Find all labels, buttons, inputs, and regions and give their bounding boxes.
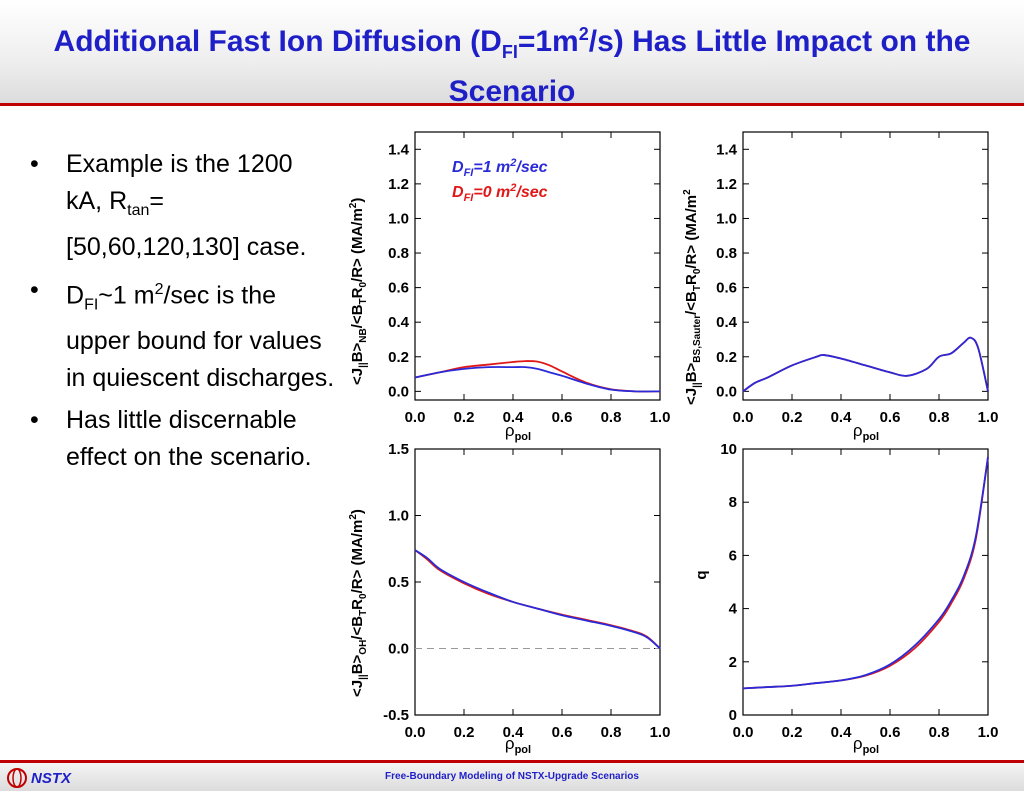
bs-x-tick-label: 0.4 xyxy=(831,409,853,426)
q-x-tick-label: 0.8 xyxy=(929,724,950,741)
bullet-item: • Has little discernable effect on the sc… xyxy=(30,402,335,475)
oh-y-tick-label: 1.5 xyxy=(388,441,409,458)
nb-x-tick-label: 0.8 xyxy=(601,409,622,426)
footer-text: Free-Boundary Modeling of NSTX-Upgrade S… xyxy=(385,771,639,782)
bs-x-tick-label: 0.2 xyxy=(782,409,803,426)
bullet-dot: • xyxy=(30,275,39,304)
q-x-axis-label: ρpol xyxy=(853,734,879,756)
bs-x-axis-label: ρpol xyxy=(853,421,879,443)
bs-y-tick-label: 0.4 xyxy=(716,314,738,331)
nb-y-tick-label: 0.0 xyxy=(388,383,409,400)
oh-x-axis-label: ρpol xyxy=(505,734,531,756)
oh-y-tick-label: 1.0 xyxy=(388,508,409,525)
title-bar xyxy=(0,0,1024,103)
q-y-axis-label: q xyxy=(693,570,710,579)
q-plot-area: 0.0 0.2 0.4 0.6 0.8 1.0 0 2 4 6 8 10 xyxy=(720,441,998,741)
q-y-tick-label: 10 xyxy=(720,441,737,458)
oh-series-line-dfi0 xyxy=(414,549,661,650)
nb-y-tick-label: 0.4 xyxy=(388,314,410,331)
bullet-list: • Example is the 1200 kA, Rtan=[50,60,120… xyxy=(30,146,335,481)
bs-frame xyxy=(742,131,989,401)
oh-y-tick-label: 0.0 xyxy=(388,641,409,658)
oh-y-tick-label: 0.5 xyxy=(388,574,409,591)
bs-y-tick-label: 0.6 xyxy=(716,280,737,297)
oh-x-tick-label: 0.0 xyxy=(405,724,426,741)
bs-x-tick-label: 0.6 xyxy=(880,409,901,426)
q-y-tick-label: 2 xyxy=(729,654,737,671)
nstx-logo-icon xyxy=(7,768,27,788)
q-series-line-dfi0 xyxy=(742,456,989,690)
bs-x-tick-label: 0.0 xyxy=(733,409,754,426)
nstx-logo: NSTX xyxy=(6,767,71,789)
nb-y-tick-label: 1.0 xyxy=(388,210,409,227)
nb-x-tick-label: 0.4 xyxy=(503,409,525,426)
nb-current-chart: 0.0 0.2 0.4 0.6 0.8 1.0 0.0 0.2 0.4 0.6 0.8 1.0 1.2 1… xyxy=(348,131,671,443)
bs-y-tick-label: 0.8 xyxy=(716,245,737,262)
bs-y-tick-label: 0.2 xyxy=(716,349,737,366)
bs-x-tick-label: 0.8 xyxy=(929,409,950,426)
oh-y-tick-label: -0.5 xyxy=(383,707,409,724)
bs-y-tick-label: 1.4 xyxy=(716,141,738,158)
bullet-dot: • xyxy=(30,406,39,435)
legend-dfi1: DFI=1 m2/sec xyxy=(452,157,548,179)
title-rule xyxy=(0,103,1024,106)
bullet-item: • DFI~1 m2/sec is the upper bound for val… xyxy=(30,272,335,397)
oh-frame xyxy=(414,448,661,716)
oh-x-tick-label: 0.6 xyxy=(552,724,573,741)
bullet-item: • Example is the 1200 kA, Rtan=[50,60,120… xyxy=(30,146,335,266)
nb-y-axis-label: <J||B>NB/<BTR0/R> (MA/m2) xyxy=(348,198,369,385)
bullet-dot: • xyxy=(30,150,39,178)
q-series-line-dfi1 xyxy=(742,456,989,690)
bs-y-tick-label: 1.2 xyxy=(716,176,737,193)
nb-plot-area: 0.0 0.2 0.4 0.6 0.8 1.0 0.0 0.2 0.4 0.6 0.8 1.0 1.2 1… xyxy=(388,131,671,426)
nb-x-tick-label: 1.0 xyxy=(650,409,671,426)
nb-frame xyxy=(414,131,661,401)
q-y-tick-label: 8 xyxy=(729,494,737,511)
nb-x-axis-label: ρpol xyxy=(505,421,531,443)
q-y-tick-label: 0 xyxy=(729,707,737,724)
bs-plot-area: 0.0 0.2 0.4 0.6 0.8 1.0 0.0 0.2 0.4 0.6 0.8 1.0 1.2 1… xyxy=(716,131,999,426)
q-y-tick-label: 4 xyxy=(729,601,738,618)
q-frame xyxy=(742,448,989,716)
nb-y-tick-label: 1.2 xyxy=(388,176,409,193)
oh-y-axis-label: <J||B>OH/<BTR0/R> (MA/m2) xyxy=(348,509,369,697)
oh-x-tick-label: 0.8 xyxy=(601,724,622,741)
bs-y-tick-label: 1.0 xyxy=(716,210,737,227)
bs-y-axis-label: <J||B>BS,Sauter/<BTR0/R> (MA/m2 xyxy=(682,189,703,405)
oh-x-tick-label: 0.2 xyxy=(454,724,475,741)
nb-y-tick-label: 0.2 xyxy=(388,349,409,366)
legend-dfi0: DFI=0 m2/sec xyxy=(452,182,548,204)
q-x-tick-label: 1.0 xyxy=(978,724,999,741)
q-x-tick-label: 0.0 xyxy=(733,724,754,741)
nb-y-tick-label: 1.4 xyxy=(388,141,410,158)
nb-x-tick-label: 0.6 xyxy=(552,409,573,426)
q-x-tick-label: 0.4 xyxy=(831,724,853,741)
nb-series-line-dfi0 xyxy=(414,360,661,393)
slide-title: Additional Fast Ion Diffusion (DFI=1m2/s… xyxy=(53,24,971,108)
oh-x-tick-label: 1.0 xyxy=(650,724,671,741)
bs-series-line-dfi1 xyxy=(742,336,989,393)
oh-series-line-dfi1 xyxy=(414,549,661,650)
q-profile-chart: 0.0 0.2 0.4 0.6 0.8 1.0 0 2 4 6 8 10 q ρpol xyxy=(693,441,998,756)
bs-y-tick-label: 0.0 xyxy=(716,383,737,400)
q-y-tick-label: 6 xyxy=(729,547,737,564)
oh-x-tick-label: 0.4 xyxy=(503,724,525,741)
nb-y-tick-label: 0.8 xyxy=(388,245,409,262)
q-x-tick-label: 0.6 xyxy=(880,724,901,741)
nb-x-tick-label: 0.2 xyxy=(454,409,475,426)
bs-current-chart: 0.0 0.2 0.4 0.6 0.8 1.0 0.0 0.2 0.4 0.6 0.8 1.0 1.2 1… xyxy=(682,131,999,443)
footer-rule xyxy=(0,760,1024,763)
nstx-logo-text: NSTX xyxy=(31,769,72,787)
nb-series-line-dfi1 xyxy=(414,366,661,393)
oh-plot-area: 0.0 0.2 0.4 0.6 0.8 1.0-0.50.00.51.01.5 xyxy=(383,441,670,741)
oh-current-chart: 0.0 0.2 0.4 0.6 0.8 1.0-0.50.00.51.01.5 <J||B… xyxy=(348,441,670,756)
footer: NSTX Free-Boundary Modeling of NSTX-Upgr… xyxy=(0,763,1024,791)
nb-y-tick-label: 0.6 xyxy=(388,280,409,297)
q-x-tick-label: 0.2 xyxy=(782,724,803,741)
nb-x-tick-label: 0.0 xyxy=(405,409,426,426)
bs-x-tick-label: 1.0 xyxy=(978,409,999,426)
